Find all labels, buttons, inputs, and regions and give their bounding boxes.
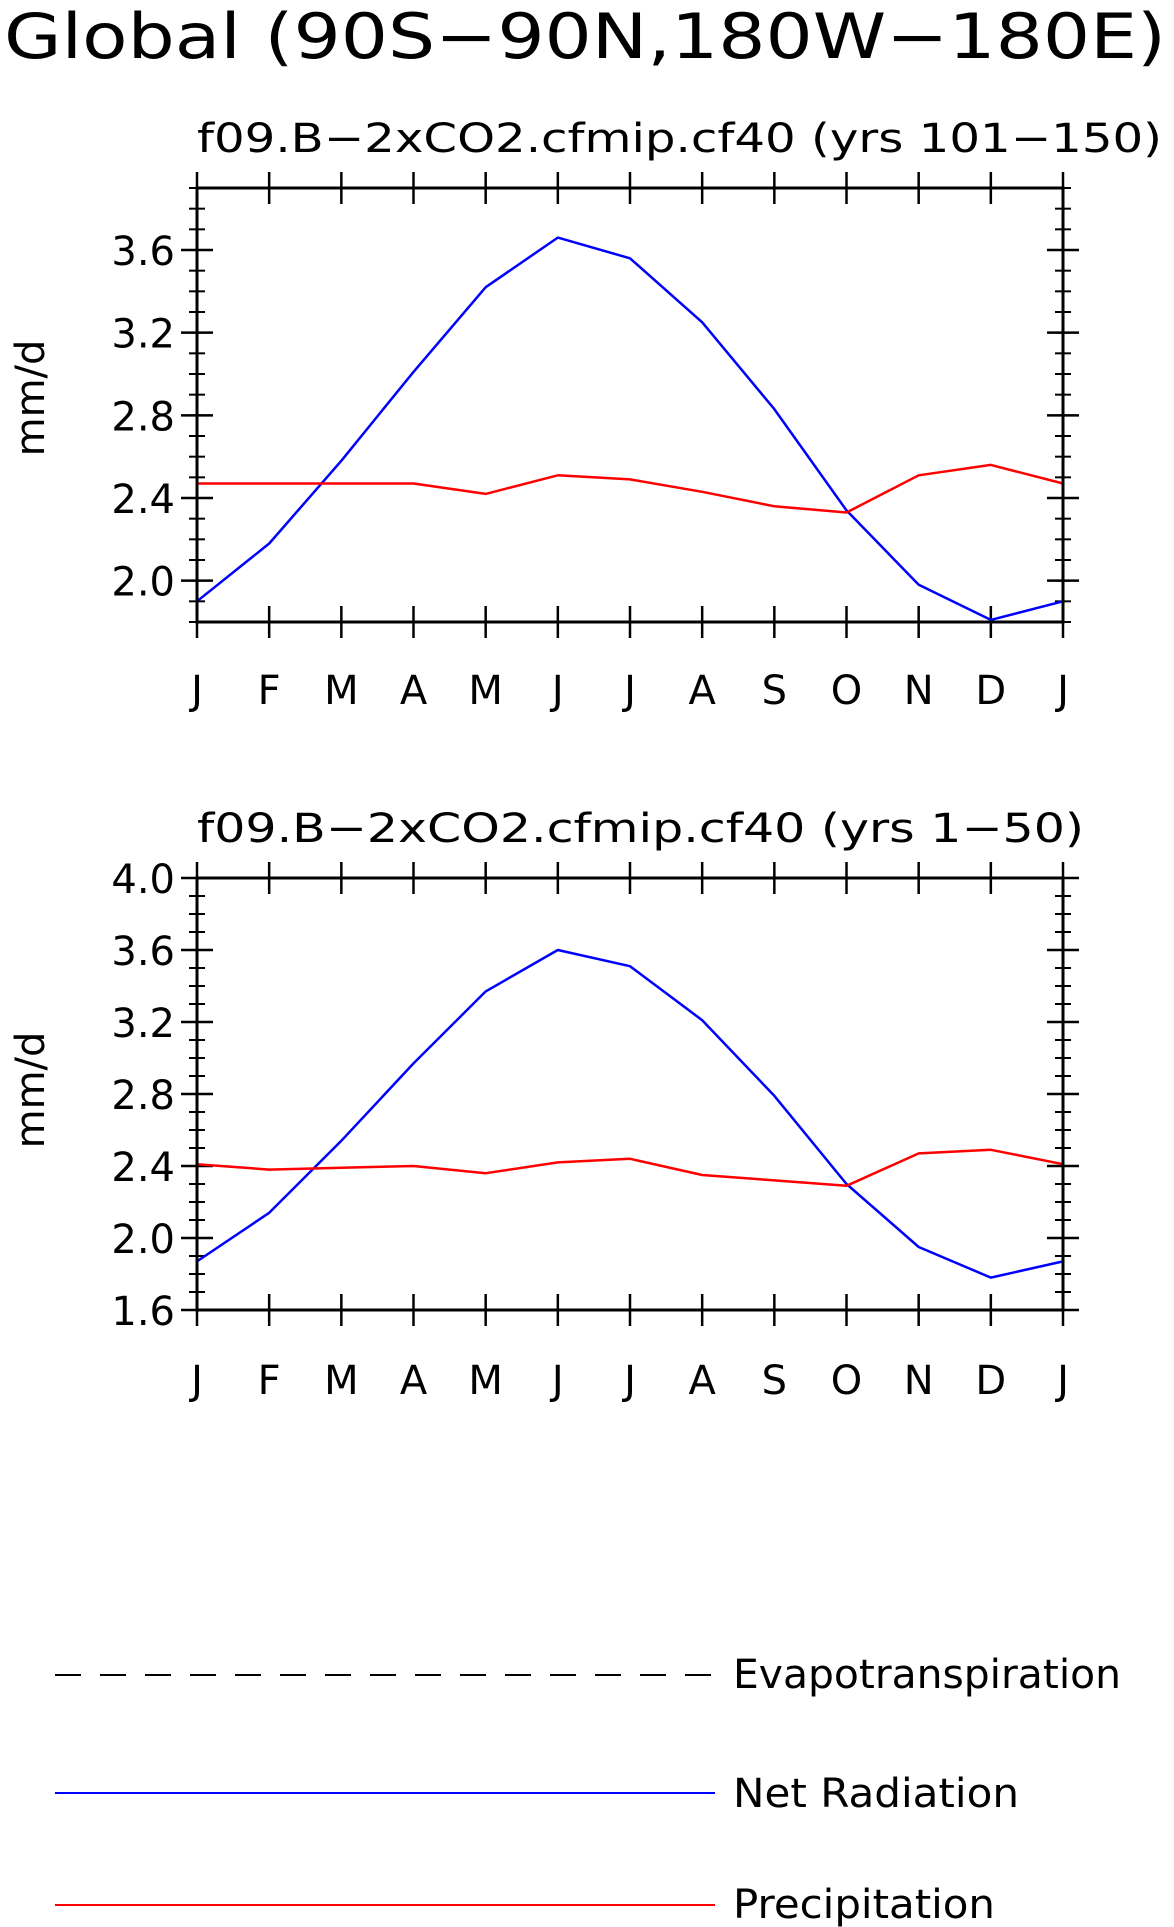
x-tick-label: J — [1054, 668, 1069, 714]
y-tick-label: 1.6 — [111, 1289, 175, 1335]
x-tick-label: M — [468, 668, 503, 714]
y-tick-label: 4.0 — [111, 857, 175, 903]
series-line-net-radiation — [196, 948, 1064, 1279]
x-tick-label: J — [1054, 1358, 1069, 1404]
x-tick-label: A — [688, 668, 716, 714]
page-title: Global (90S−90N,180W−180E) — [4, 0, 1166, 73]
chart-title: f09.B−2xCO2.cfmip.cf40 (yrs 1−50) — [197, 806, 1084, 852]
y-tick-label: 2.4 — [111, 477, 175, 523]
legend-label-evapotranspiration: Evapotranspiration — [733, 1652, 1121, 1698]
x-tick-label: J — [188, 668, 203, 714]
legend-item-net-radiation: Net Radiation — [55, 1771, 1019, 1817]
x-tick-label: M — [324, 1358, 359, 1404]
y-tick-label: 2.8 — [111, 1073, 175, 1119]
x-tick-label: J — [549, 1358, 564, 1404]
x-tick-label: J — [549, 668, 564, 714]
x-tick-label: D — [975, 1358, 1006, 1404]
y-tick-label: 2.4 — [111, 1145, 175, 1191]
y-axis-label: mm/d — [8, 1032, 54, 1149]
x-tick-label: O — [831, 668, 862, 714]
x-tick-label: J — [188, 1358, 203, 1404]
x-tick-label: D — [975, 668, 1006, 714]
y-tick-label: 3.6 — [111, 229, 175, 275]
x-tick-label: A — [400, 1358, 428, 1404]
series-line-net-radiation — [196, 236, 1064, 622]
y-tick-label: 2.8 — [111, 394, 175, 440]
x-tick-label: F — [258, 668, 281, 714]
legend-item-precipitation: Precipitation — [55, 1882, 995, 1927]
legend-label-net-radiation: Net Radiation — [733, 1771, 1019, 1817]
y-tick-label: 3.6 — [111, 929, 175, 975]
chart-title: f09.B−2xCO2.cfmip.cf40 (yrs 101−150) — [197, 116, 1162, 162]
legend: Evapotranspiration Net Radiation Precipi… — [55, 1652, 1121, 1927]
y-tick-label: 2.0 — [111, 560, 175, 606]
x-tick-label: F — [258, 1358, 281, 1404]
x-tick-label: O — [831, 1358, 862, 1404]
legend-item-evapotranspiration: Evapotranspiration — [55, 1652, 1121, 1698]
x-tick-label: M — [324, 668, 359, 714]
x-tick-label: J — [621, 668, 636, 714]
y-axis-label: mm/d — [8, 340, 54, 457]
y-tick-label: 2.0 — [111, 1217, 175, 1263]
y-tick-label: 3.2 — [111, 312, 175, 358]
x-tick-label: J — [621, 1358, 636, 1404]
y-tick-label: 3.2 — [111, 1001, 175, 1047]
x-tick-label: S — [762, 1358, 787, 1404]
x-tick-label: M — [468, 1358, 503, 1404]
x-tick-label: N — [904, 1358, 934, 1404]
series-line-precipitation — [197, 463, 1064, 514]
legend-label-precipitation: Precipitation — [733, 1882, 995, 1927]
x-tick-label: S — [762, 668, 787, 714]
x-tick-label: N — [904, 668, 934, 714]
plot-frame — [195, 876, 1065, 1312]
x-tick-label: A — [688, 1358, 716, 1404]
plot-frame — [195, 186, 1065, 624]
x-tick-label: A — [400, 668, 428, 714]
chart-panel-top: f09.B−2xCO2.cfmip.cf40 (yrs 101−150) mm/d… — [8, 116, 1162, 714]
chart-panel-bottom: f09.B−2xCO2.cfmip.cf40 (yrs 1−50) mm/d 1.6… — [8, 806, 1084, 1404]
